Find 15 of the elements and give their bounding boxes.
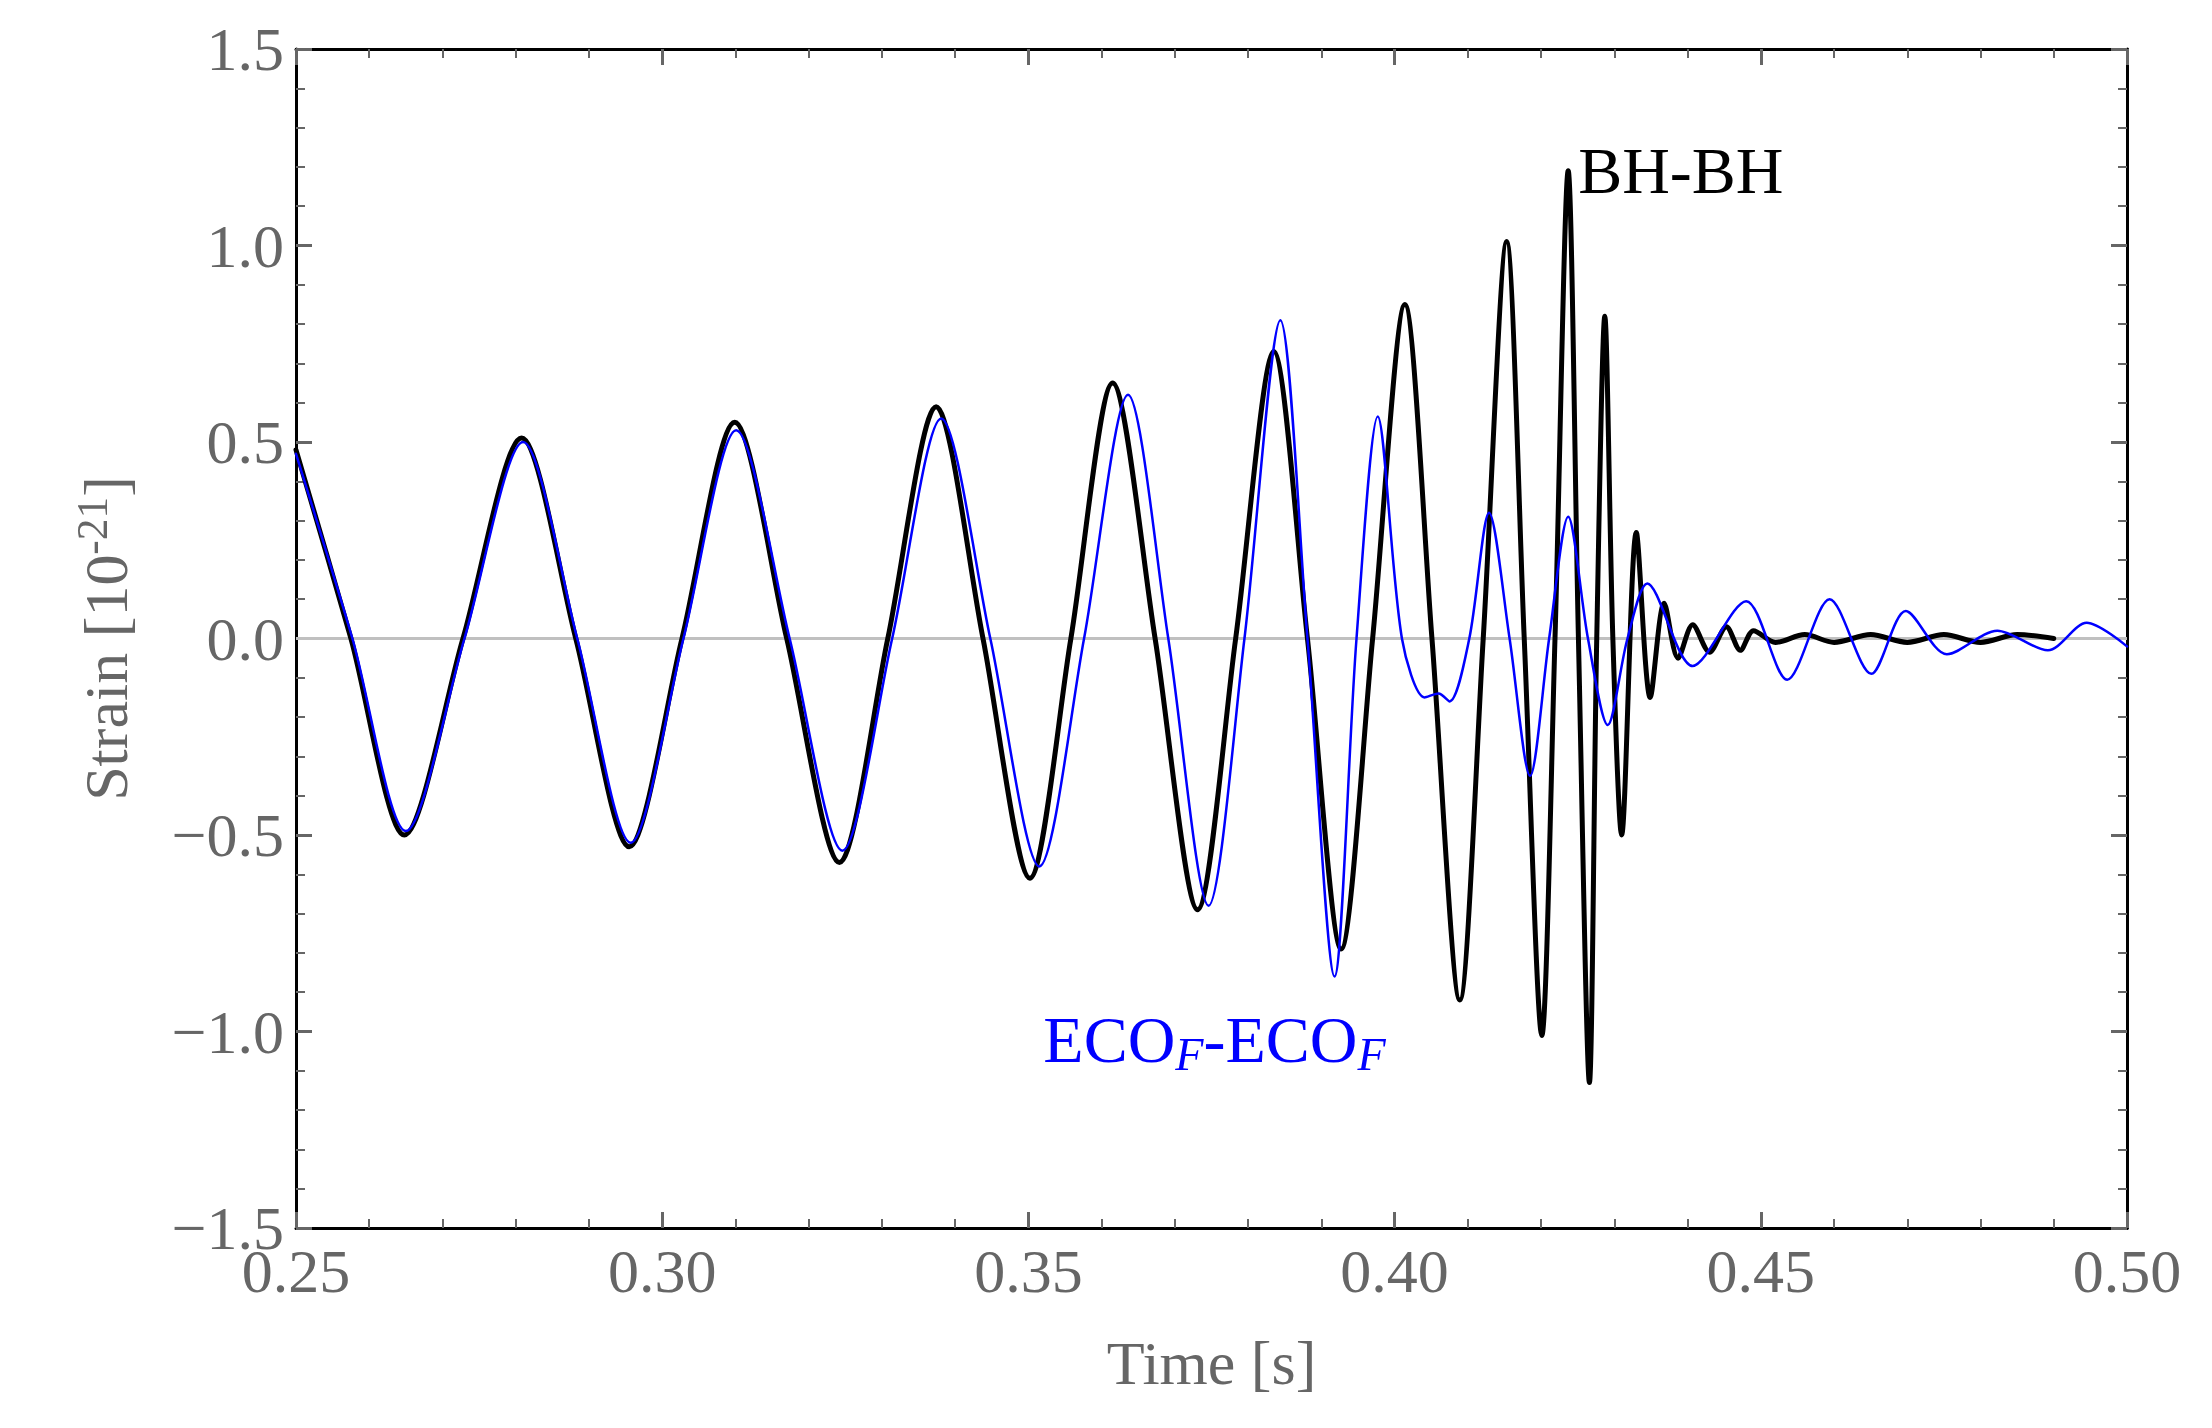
x-tick-label: 0.50: [2072, 1237, 2182, 1305]
y-tick-label: 1.5: [206, 15, 284, 83]
line-series: [294, 318, 2129, 978]
x-axis-title: Time [s]: [1106, 1329, 1317, 1398]
x-tick-label: 0.40: [1340, 1237, 1449, 1305]
x-tick-label: 0.30: [607, 1237, 717, 1305]
y-axis-title: Strain [10-21]: [67, 476, 140, 801]
series-label: BH-BH: [1578, 134, 1784, 208]
y-tick-label: −0.5: [171, 801, 284, 869]
x-tick-label: 0.45: [1706, 1237, 1816, 1305]
y-tick-label: 0.5: [206, 408, 284, 476]
y-tick-label: 1.0: [206, 211, 284, 280]
y-tick-label: −1.0: [171, 997, 284, 1066]
y-tick-label: 0.0: [206, 604, 284, 673]
x-tick-label: 0.35: [974, 1237, 1083, 1305]
